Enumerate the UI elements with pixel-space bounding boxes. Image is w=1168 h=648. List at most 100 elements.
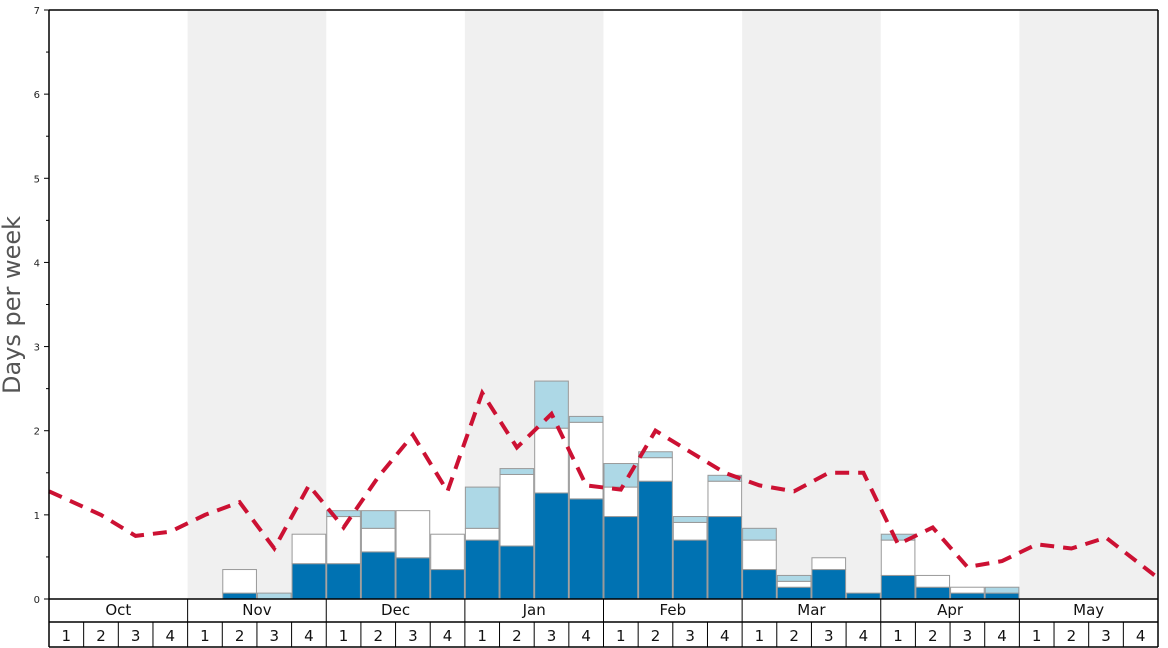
- bar-segment-w13-s3: [464, 486, 500, 529]
- week-label: 1: [62, 627, 72, 645]
- week-label: 4: [859, 627, 869, 645]
- y-tick-label: 0: [34, 595, 40, 606]
- week-label: 3: [269, 627, 279, 645]
- bar-segment-w11-s2: [395, 510, 431, 559]
- week-label: 3: [963, 627, 973, 645]
- month-label-may: May: [1073, 601, 1104, 619]
- y-tick-label: 1: [34, 511, 40, 522]
- week-label: 2: [96, 627, 106, 645]
- bar-segment-w17-s2: [603, 486, 639, 518]
- month-label-jan: Jan: [522, 601, 546, 619]
- bar-segment-w28-s1: [984, 592, 1020, 600]
- bar-segment-w14-s2: [499, 473, 535, 547]
- y-tick-label: 7: [34, 6, 40, 17]
- bar-segment-w8-s1: [291, 563, 327, 600]
- bar-segment-w18-s2: [638, 457, 673, 482]
- bar-segment-w27-s1: [950, 592, 985, 600]
- week-label: 2: [1067, 627, 1077, 645]
- week-label: 4: [443, 627, 453, 645]
- week-label: 2: [651, 627, 661, 645]
- bar-segment-w18-s3: [638, 451, 673, 459]
- bar-segment-w16-s3: [568, 415, 604, 423]
- bar-segment-w19-s1: [672, 539, 708, 600]
- bar-segment-w13-s2: [464, 527, 500, 541]
- month-label-apr: Apr: [937, 601, 964, 619]
- bar-segment-w8-s2: [291, 533, 327, 565]
- month-shade-nov: [187, 10, 327, 599]
- bar-segment-w22-s3: [776, 574, 812, 582]
- week-label: 4: [581, 627, 591, 645]
- y-tick-label: 2: [34, 427, 40, 438]
- week-label: 1: [755, 627, 765, 645]
- bar-segment-w9-s2: [326, 516, 361, 565]
- week-label: 2: [789, 627, 799, 645]
- week-label: 2: [235, 627, 245, 645]
- bar-segment-w25-s2: [880, 539, 916, 576]
- week-label: 1: [339, 627, 349, 645]
- bar-segment-w11-s1: [395, 557, 431, 600]
- bar-segment-w9-s3: [326, 510, 361, 518]
- week-label: 4: [166, 627, 176, 645]
- bar-segment-w18-s1: [638, 480, 673, 600]
- bar-segment-w13-s1: [464, 539, 500, 600]
- bar-segment-w23-s1: [811, 569, 847, 600]
- bar-segment-w20-s3: [707, 474, 743, 482]
- week-label: 2: [373, 627, 383, 645]
- bar-segment-w9-s1: [326, 563, 361, 600]
- bar-segment-w14-s3: [499, 468, 535, 475]
- week-label: 4: [1136, 627, 1146, 645]
- week-label: 1: [477, 627, 487, 645]
- bar-segment-w10-s2: [360, 527, 396, 553]
- y-tick-label: 6: [34, 90, 40, 101]
- bar-segment-w12-s2: [430, 533, 465, 571]
- bar-segment-w27-s2: [950, 586, 985, 594]
- month-label-mar: Mar: [797, 601, 826, 619]
- month-shade-mar: [742, 10, 881, 599]
- y-tick-label: 3: [34, 343, 40, 354]
- week-label: 3: [131, 627, 141, 645]
- week-label: 4: [304, 627, 314, 645]
- bar-segment-w16-s1: [568, 498, 604, 600]
- y-axis-title: Days per week: [0, 216, 26, 394]
- week-label: 1: [893, 627, 903, 645]
- bar-segment-w24-s1: [846, 592, 881, 600]
- bar-segment-w21-s1: [742, 569, 777, 600]
- bar-segment-w15-s2: [534, 427, 569, 494]
- week-label: 3: [1101, 627, 1111, 645]
- bar-segment-w26-s1: [915, 586, 951, 600]
- bar-segment-w12-s1: [430, 569, 465, 600]
- bar-segment-w15-s1: [534, 492, 569, 600]
- bar-segment-w14-s1: [499, 545, 535, 600]
- week-label: 1: [616, 627, 626, 645]
- bar-segment-w19-s3: [672, 516, 708, 523]
- month-label-feb: Feb: [660, 601, 687, 619]
- week-label: 3: [547, 627, 557, 645]
- month-label-nov: Nov: [242, 601, 271, 619]
- month-label-dec: Dec: [381, 601, 410, 619]
- average-line: [48, 388, 1160, 580]
- bar-segment-w26-s2: [915, 574, 951, 588]
- week-label: 4: [997, 627, 1007, 645]
- bar-segment-w19-s2: [672, 521, 708, 541]
- bar-segment-w17-s1: [603, 516, 639, 600]
- bar-segment-w28-s3: [984, 586, 1020, 594]
- bar-segment-w7-s3: [256, 592, 292, 600]
- week-label: 1: [1032, 627, 1042, 645]
- y-tick-label: 4: [34, 258, 40, 269]
- bar-segment-w22-s2: [776, 580, 812, 588]
- bar-segment-w10-s1: [360, 551, 396, 600]
- week-label: 2: [512, 627, 522, 645]
- bar-segment-w25-s1: [880, 574, 916, 600]
- bar-segment-w21-s2: [742, 539, 777, 571]
- bar-segment-w10-s3: [360, 510, 396, 529]
- week-label: 4: [720, 627, 730, 645]
- y-tick-label: 5: [34, 174, 40, 185]
- bar-segment-w15-s3: [534, 380, 569, 429]
- week-label: 3: [408, 627, 418, 645]
- week-label: 2: [928, 627, 938, 645]
- bar-segment-w6-s2: [222, 569, 257, 594]
- week-label: 3: [685, 627, 695, 645]
- bar-segment-w21-s3: [742, 527, 777, 541]
- bar-segment-w6-s1: [222, 592, 257, 600]
